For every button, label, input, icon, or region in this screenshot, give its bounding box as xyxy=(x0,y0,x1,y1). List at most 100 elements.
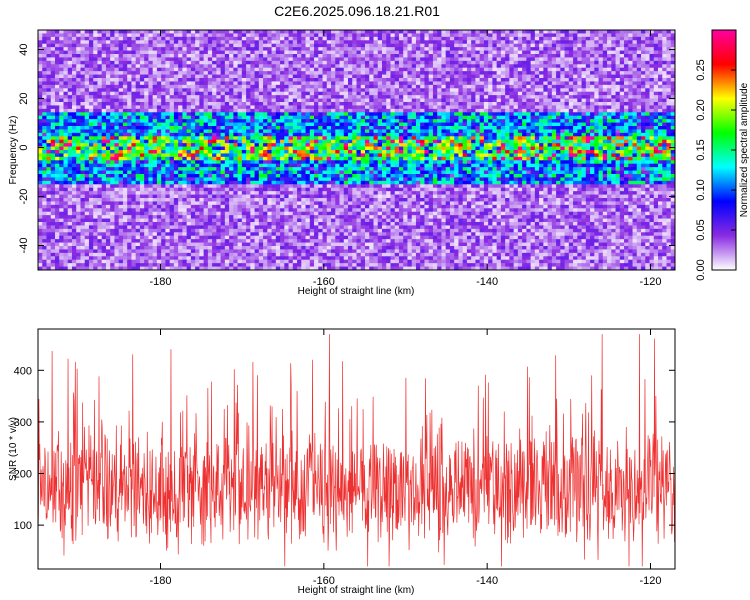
heatmap-cell xyxy=(556,126,561,130)
heatmap-cell xyxy=(539,50,544,55)
heatmap-cell xyxy=(152,40,158,45)
heatmap-cell xyxy=(84,136,90,141)
heatmap-cell xyxy=(152,91,158,96)
heatmap-cell xyxy=(114,122,120,127)
heatmap-cell xyxy=(615,57,621,62)
heatmap-cell xyxy=(449,119,455,123)
heatmap-cell xyxy=(165,119,171,123)
heatmap-cell xyxy=(577,67,582,72)
heatmap-cell xyxy=(305,126,311,130)
heatmap-cell xyxy=(496,88,502,93)
heatmap-cell xyxy=(54,33,60,38)
heatmap-cell xyxy=(449,50,455,55)
heatmap-cell xyxy=(475,71,481,75)
heatmap-cell xyxy=(475,67,481,72)
heatmap-cell xyxy=(526,84,532,89)
heatmap-cell xyxy=(564,54,570,58)
heatmap-cell xyxy=(339,119,345,123)
heatmap-cell xyxy=(479,81,485,86)
heatmap-cell xyxy=(292,74,298,79)
heatmap-cell xyxy=(165,136,171,141)
heatmap-cell xyxy=(161,57,166,62)
heatmap-cell xyxy=(178,102,183,106)
heatmap-cell xyxy=(466,132,472,137)
heatmap-cell xyxy=(50,98,56,103)
heatmap-cell xyxy=(246,74,251,79)
heatmap-cell xyxy=(437,108,442,113)
heatmap-cell xyxy=(318,126,323,130)
heatmap-cell xyxy=(377,119,383,123)
heatmap-cell xyxy=(585,54,591,58)
heatmap-cell xyxy=(297,67,302,72)
heatmap-cell xyxy=(110,95,115,99)
heatmap-cell xyxy=(598,88,604,93)
heatmap-cell xyxy=(377,36,383,41)
heatmap-cell xyxy=(38,95,43,99)
heatmap-cell xyxy=(169,105,175,110)
heatmap-cell xyxy=(475,122,481,127)
heatmap-cell xyxy=(343,64,349,69)
heatmap-cell xyxy=(513,129,519,134)
heatmap-cell xyxy=(246,81,251,86)
heatmap-cell xyxy=(144,43,149,48)
heatmap-cell xyxy=(369,108,374,113)
heatmap-cell xyxy=(360,54,366,58)
heatmap-cell xyxy=(339,102,345,106)
heatmap-cell xyxy=(343,60,349,65)
heatmap-cell xyxy=(534,30,540,34)
heatmap-cell xyxy=(139,60,145,65)
heatmap-cell xyxy=(110,98,115,103)
heatmap-cell xyxy=(84,67,90,72)
heatmap-cell xyxy=(607,54,612,58)
heatmap-cell xyxy=(466,47,472,51)
heatmap-cell xyxy=(42,74,47,79)
heatmap-cell xyxy=(666,33,672,38)
heatmap-cell xyxy=(607,102,612,106)
heatmap-cell xyxy=(322,30,328,34)
heatmap-cell xyxy=(38,119,43,123)
heatmap-cell xyxy=(305,108,311,113)
heatmap-cell xyxy=(233,119,238,123)
heatmap-cell xyxy=(441,40,447,45)
heatmap-cell xyxy=(233,98,238,103)
heatmap-cell xyxy=(301,43,306,48)
heatmap-cell xyxy=(598,54,604,58)
heatmap-cell xyxy=(203,139,209,144)
heatmap-cell xyxy=(343,78,349,82)
heatmap-cell xyxy=(411,36,417,41)
heatmap-cell xyxy=(641,136,646,141)
heatmap-cell xyxy=(398,30,404,34)
heatmap-cell xyxy=(309,122,315,127)
heatmap-cell xyxy=(479,108,485,113)
heatmap-cell xyxy=(54,98,60,103)
heatmap-cell xyxy=(80,57,86,62)
heatmap-cell xyxy=(254,91,260,96)
heatmap-cell xyxy=(173,139,179,144)
heatmap-cell xyxy=(93,54,98,58)
heatmap-cell xyxy=(343,139,349,144)
heatmap-cell xyxy=(97,47,103,51)
heatmap-cell xyxy=(641,43,646,48)
heatmap-cell xyxy=(398,136,404,141)
heatmap-cell xyxy=(658,30,663,34)
heatmap-cell xyxy=(615,30,621,34)
heatmap-cell xyxy=(543,64,548,69)
heatmap-cell xyxy=(250,43,255,48)
heatmap-cell xyxy=(195,122,200,127)
heatmap-cell xyxy=(360,132,366,137)
heatmap-cell xyxy=(624,95,629,99)
heatmap-cell xyxy=(598,126,604,130)
heatmap-cell xyxy=(110,60,115,65)
heatmap-cell xyxy=(590,119,595,123)
heatmap-cell xyxy=(199,98,205,103)
heatmap-cell xyxy=(161,71,166,75)
heatmap-cell xyxy=(88,84,94,89)
heatmap-cell xyxy=(666,50,672,55)
heatmap-cell xyxy=(326,115,332,120)
heatmap-cell xyxy=(263,57,268,62)
heatmap-cell xyxy=(182,40,188,45)
heatmap-cell xyxy=(305,132,311,137)
heatmap-cell xyxy=(135,88,141,93)
heatmap-cell xyxy=(479,64,485,69)
heatmap-cell xyxy=(254,98,260,103)
